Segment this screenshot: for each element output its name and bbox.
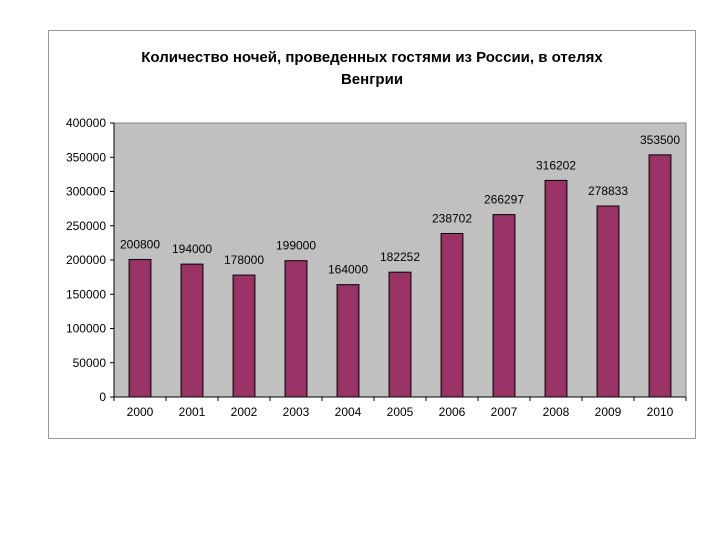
- data-label-2000: 200800: [120, 237, 160, 251]
- data-label-2009: 278833: [588, 184, 628, 198]
- bar-2002: [232, 274, 256, 398]
- chart-title-line-1: Количество ночей, проведенных гостями из…: [141, 49, 603, 66]
- x-tick-label: 2004: [335, 405, 362, 419]
- chart-title-line-2: Венгрии: [341, 71, 403, 88]
- y-tick-label: 250000: [66, 219, 106, 233]
- bar-2007: [492, 214, 516, 398]
- y-tick-label: 100000: [66, 322, 106, 336]
- bar-2005: [388, 271, 412, 398]
- y-tick-label: 150000: [66, 287, 106, 301]
- x-tick-label: 2010: [647, 405, 674, 419]
- y-tick-label: 300000: [66, 185, 106, 199]
- x-tick-label: 2002: [231, 405, 258, 419]
- data-label-2001: 194000: [172, 242, 212, 256]
- bar-2004: [336, 284, 360, 398]
- bar-2008: [544, 179, 568, 398]
- x-tick-label: 2007: [491, 405, 518, 419]
- x-tick-label: 2008: [543, 405, 570, 419]
- y-tick-label: 50000: [73, 356, 107, 370]
- x-tick-label: 2009: [595, 405, 622, 419]
- x-tick-label: 2003: [283, 405, 310, 419]
- data-label-2007: 266297: [484, 193, 524, 207]
- x-tick-label: 2006: [439, 405, 466, 419]
- data-label-2008: 316202: [536, 158, 576, 172]
- bar-2000: [128, 258, 152, 398]
- bar-chart: Количество ночей, проведенных гостями из…: [66, 49, 687, 419]
- y-tick-label: 0: [99, 390, 106, 404]
- data-label-2002: 178000: [224, 253, 264, 267]
- bar-2001: [180, 263, 204, 398]
- x-tick-label: 2001: [179, 405, 206, 419]
- data-label-2010: 353500: [640, 133, 680, 147]
- data-label-2006: 238702: [432, 211, 472, 225]
- y-tick-label: 400000: [66, 116, 106, 130]
- data-label-2005: 182252: [380, 250, 420, 264]
- bar-2009: [596, 205, 620, 398]
- chart-frame: Количество ночей, проведенных гостями из…: [48, 30, 696, 439]
- data-label-2004: 164000: [328, 263, 368, 277]
- bar-2010: [648, 154, 672, 398]
- bar-2006: [440, 232, 464, 398]
- bar-2003: [284, 260, 308, 398]
- y-tick-label: 200000: [66, 253, 106, 267]
- x-tick-label: 2005: [387, 405, 414, 419]
- data-label-2003: 199000: [276, 239, 316, 253]
- y-tick-label: 350000: [66, 150, 106, 164]
- x-tick-label: 2000: [127, 405, 154, 419]
